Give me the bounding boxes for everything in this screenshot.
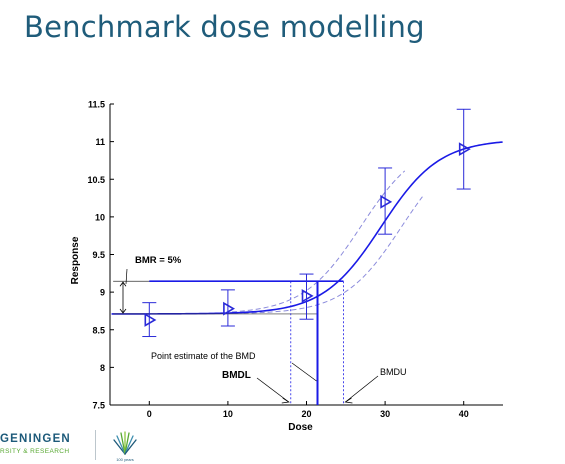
data-point-marker xyxy=(144,313,157,327)
logo-subline: RSITY & RESEARCH xyxy=(0,448,70,455)
bmr-label: BMR = 5% xyxy=(135,255,182,266)
fitted-curve xyxy=(111,141,503,315)
y-tick-label: 10 xyxy=(95,212,105,222)
logo-wordmark: GENINGEN xyxy=(0,433,71,445)
x-tick-label: 30 xyxy=(380,409,390,419)
y-tick-label: 10.5 xyxy=(87,175,105,185)
x-tick-label: 20 xyxy=(301,409,311,419)
bmdu-arrowhead xyxy=(344,397,353,404)
y-axis-title: Response xyxy=(70,236,81,284)
y-tick-label: 8.5 xyxy=(92,325,105,335)
data-point-marker xyxy=(223,301,235,316)
observations-layer xyxy=(142,108,471,338)
y-tick-label: 7.5 xyxy=(92,401,105,411)
x-axis-title: Dose xyxy=(288,422,313,433)
bmr-label-leader xyxy=(125,268,128,285)
annotation-layer: BMR = 5% Point estimate of the BMD BMDL BMD… xyxy=(119,255,407,404)
x-tick-label: 40 xyxy=(459,409,469,419)
bmd-reference-layer xyxy=(113,280,344,405)
data-point-marker xyxy=(380,194,393,209)
data-point-marker xyxy=(458,142,471,157)
model-fit-layer xyxy=(111,141,503,315)
axes-layer: 7.5 8 8.5 9 9.5 10 10.5 11 11.5 0 10 20 30 40 Dose Resp… xyxy=(70,100,503,433)
lower-confidence-curve xyxy=(243,196,423,314)
bmr-bracket-arrow-down xyxy=(119,308,127,314)
x-tick-label: 10 xyxy=(223,409,233,419)
x-tick-label: 0 xyxy=(147,409,152,419)
slide-title: Benchmark dose modelling xyxy=(24,10,425,44)
y-tick-label: 9 xyxy=(100,288,105,298)
bmdl-label: BMDL xyxy=(222,370,251,381)
point-estimate-leader xyxy=(291,362,317,382)
y-tick-label: 8 xyxy=(100,363,105,373)
y-tick-label: 11.5 xyxy=(88,100,105,110)
y-tick-label: 9.5 xyxy=(92,250,105,260)
bmdl-arrowhead xyxy=(281,397,290,404)
bmdu-leader xyxy=(345,375,379,403)
y-tick-label: 11 xyxy=(95,137,105,147)
bmdu-label: BMDU xyxy=(380,367,407,377)
logo-divider xyxy=(95,430,96,460)
bmr-bracket-arrow-up xyxy=(119,281,127,287)
data-point-marker xyxy=(301,289,314,303)
anniversary-emblem-icon: 100 years xyxy=(113,431,137,462)
point-estimate-label: Point estimate of the BMD xyxy=(151,351,256,361)
university-logo: GENINGEN RSITY & RESEARCH xyxy=(0,428,120,464)
emblem-caption: 100 years xyxy=(116,457,134,462)
